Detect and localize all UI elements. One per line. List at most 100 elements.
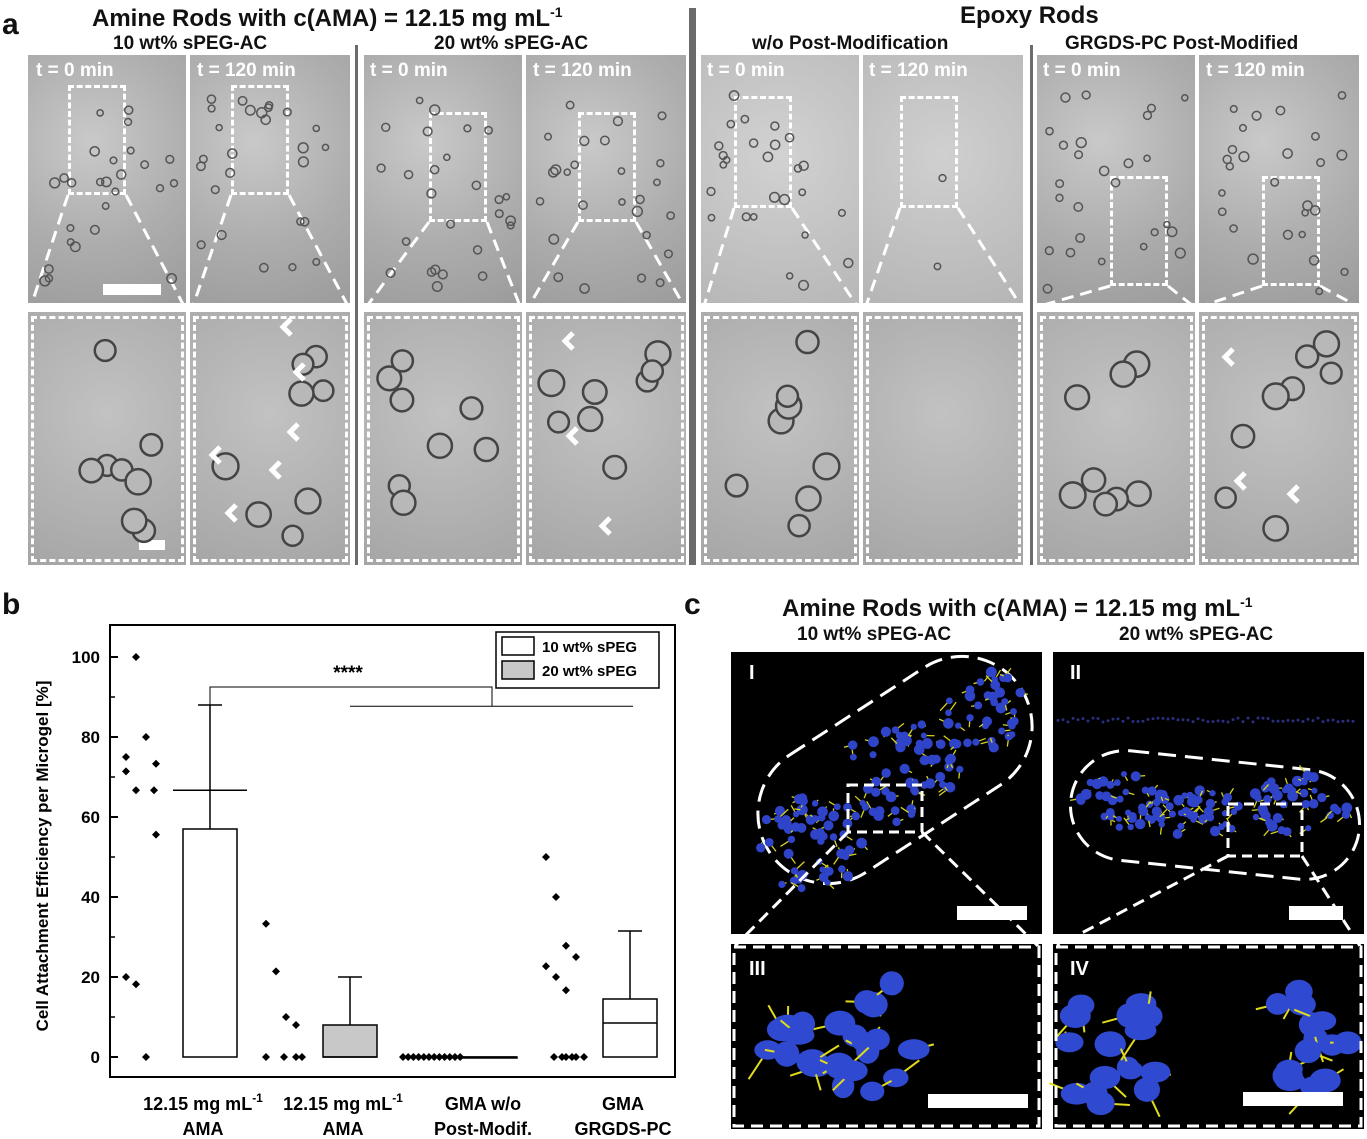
data-point: [550, 1053, 558, 1061]
data-point: [542, 853, 550, 861]
panel-b-letter: b: [2, 588, 21, 621]
y-tick-label: 60: [81, 808, 100, 827]
panel-a-left-header-sup: -1: [550, 4, 563, 20]
data-point: [425, 1053, 433, 1061]
x-category-label: 12.15 mg mL-1: [143, 1091, 263, 1114]
scale-bar-III: [928, 1094, 1028, 1108]
data-point: [568, 1053, 576, 1061]
x-category-label: 12.15 mg mL-1: [283, 1091, 403, 1114]
plot-frame: [109, 624, 676, 1078]
data-point: [150, 786, 158, 795]
time-label-3: t = 0 min: [370, 60, 448, 81]
data-point: [552, 893, 560, 901]
data-point: [280, 1053, 288, 1061]
roman-label-I: I: [749, 662, 755, 684]
legend-swatch: [501, 636, 535, 656]
panel-c-header: Amine Rods with c(AMA) = 12.15 mg mL-1: [782, 594, 1253, 623]
significance-label: ****: [333, 663, 363, 684]
roi-box-7: [1110, 176, 1168, 286]
y-tick-label: 100: [72, 648, 100, 667]
data-point: [298, 1053, 306, 1061]
data-point: [132, 786, 140, 795]
data-point: [572, 953, 580, 961]
data-point: [262, 1053, 270, 1061]
zoom-frame-7: [1040, 316, 1193, 562]
x-category-label-line2: AMA: [323, 1119, 364, 1139]
time-label-6: t = 120 min: [869, 60, 968, 81]
zoom-frame-8: [1202, 316, 1357, 562]
separator-1: [355, 45, 358, 565]
roi-box-5: [734, 96, 792, 208]
roi-box-8: [1262, 176, 1320, 286]
roman-label-II: II: [1070, 662, 1082, 684]
scale-bar-I: [957, 906, 1027, 920]
data-point: [552, 973, 560, 981]
micrograph-top-3: [364, 55, 522, 303]
time-label-7: t = 0 min: [1043, 60, 1121, 81]
scale-bar-zoom: [139, 540, 165, 550]
zoom-frame-5: [704, 316, 857, 562]
time-label-1: t = 0 min: [36, 60, 114, 81]
data-point: [122, 973, 130, 981]
data-point: [542, 962, 550, 971]
panel-c-group-1: 10 wt% sPEG-AC: [797, 624, 952, 645]
bar: [602, 998, 658, 1058]
data-point: [152, 830, 160, 839]
zoom-projection-lines: [29, 194, 1358, 308]
data-point: [292, 1021, 300, 1029]
data-point: [409, 1053, 418, 1061]
data-point: [132, 653, 140, 661]
data-point: [440, 1053, 449, 1061]
roi-box-2: [231, 85, 289, 195]
time-label-4: t = 120 min: [533, 60, 632, 81]
zoom-frame-6: [866, 316, 1021, 562]
panel-a-letter: a: [2, 8, 19, 41]
micrograph-zoom-5: [701, 312, 859, 565]
data-point: [282, 1013, 290, 1021]
group-label-1: 10 wt% sPEG-AC: [113, 33, 268, 54]
data-point: [272, 967, 280, 976]
data-point: [262, 919, 270, 928]
x-category-label-line2: Post-Modif.: [434, 1119, 532, 1139]
attachment-chart: 0 20 40 60 80 100 Cell Attachment Efficiency p…: [33, 624, 676, 1139]
roman-label-III: III: [749, 958, 766, 980]
micrograph-top-2: [190, 55, 350, 303]
separator-major: [689, 8, 696, 565]
group-label-2: 20 wt% sPEG-AC: [434, 33, 589, 54]
panel-a-left-header-text: Amine Rods with c(AMA) = 12.15 mg mL: [92, 5, 551, 32]
bar: [322, 1024, 378, 1058]
data-point: [404, 1053, 413, 1061]
zoom-frame-3: [367, 316, 520, 562]
group-label-4: GRGDS-PC Post-Modified: [1065, 33, 1299, 54]
data-point: [558, 1053, 566, 1061]
data-point: [399, 1053, 407, 1061]
y-tick-label: 80: [81, 728, 100, 747]
data-point: [152, 759, 160, 768]
x-category-label-line2: GRGDS-PC: [574, 1119, 671, 1139]
zoom-frame-4: [529, 316, 684, 562]
time-label-2: t = 120 min: [197, 60, 296, 81]
separator-3: [1030, 45, 1033, 565]
scale-bar-IV: [1243, 1092, 1343, 1106]
bar: [182, 828, 238, 1058]
data-point: [142, 1053, 150, 1061]
roi-box-6: [900, 96, 958, 208]
roi-box-1: [68, 85, 126, 195]
data-point: [435, 1053, 444, 1061]
time-label-5: t = 0 min: [707, 60, 785, 81]
significance-bracket: [209, 686, 493, 707]
scale-bar-top: [103, 284, 161, 295]
data-point: [456, 1053, 465, 1061]
legend-label: 10 wt% sPEG: [542, 639, 637, 656]
y-tick-label: 20: [81, 968, 100, 987]
data-point: [562, 941, 570, 950]
panel-c-header-text: Amine Rods with c(AMA) = 12.15 mg mL: [782, 595, 1241, 622]
confocal-image-I: [731, 652, 1042, 934]
confocal-image-II: [1053, 652, 1364, 934]
data-point: [122, 753, 130, 761]
data-point: [580, 1053, 588, 1061]
data-point: [445, 1053, 454, 1061]
data-point: [292, 1053, 300, 1061]
data-point: [142, 733, 150, 741]
data-point: [414, 1053, 423, 1061]
